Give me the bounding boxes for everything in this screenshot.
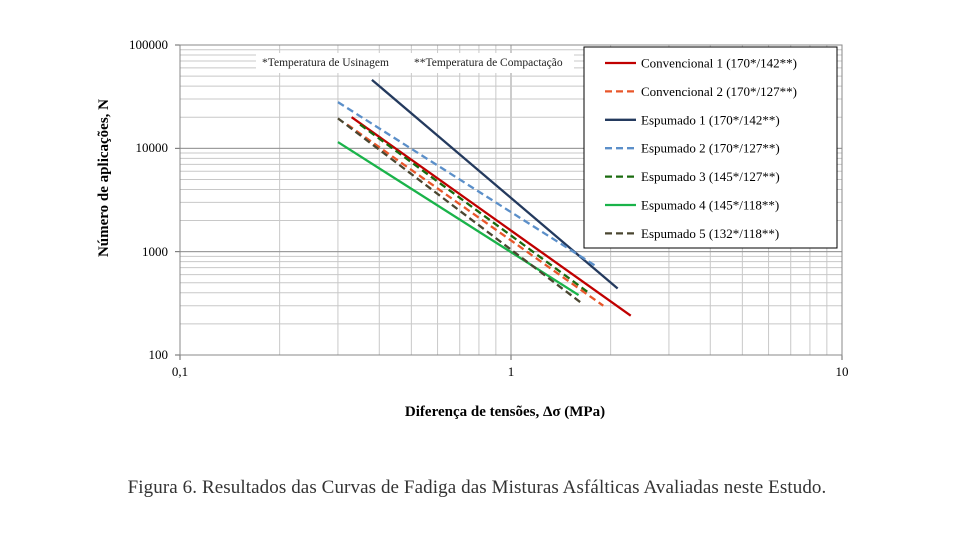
legend-label-4: Espumado 2 (170*/127**) — [641, 141, 780, 156]
figure-caption: Figura 6. Resultados das Curvas de Fadig… — [127, 477, 827, 498]
y-tick-0: 100 — [149, 347, 169, 362]
y-tick-2: 10000 — [136, 140, 169, 155]
series-line-6 — [337, 141, 580, 297]
series-line-5 — [359, 123, 588, 293]
x-tick-1: 1 — [508, 364, 515, 379]
legend-box — [583, 46, 838, 249]
series-line-7 — [337, 117, 584, 306]
note-temperatura-compactacao: **Temperatura de Compactação — [414, 57, 563, 69]
series-line-3 — [371, 78, 619, 290]
legend: Convencional 1 (170*/142**) Convencional … — [583, 46, 838, 249]
axes: 0,1 1 10 100 1000 10000 100000 Diferença… — [96, 37, 849, 420]
fatigue-chart: *Temperatura de Usinagem **Temperatura d… — [96, 37, 849, 420]
x-axis-title: Diferença de tensões, Δσ (MPa) — [405, 404, 605, 420]
plot-area — [179, 44, 843, 356]
legend-label-6: Espumado 4 (145*/118**) — [641, 198, 779, 213]
legend-label-5: Espumado 3 (145*/127**) — [641, 169, 780, 184]
legend-label-7: Espumado 5 (132*/118**) — [641, 226, 779, 241]
note-temperatura-usinagem: *Temperatura de Usinagem — [262, 57, 389, 69]
legend-label-1: Convencional 1 (170*/142**) — [641, 56, 797, 71]
legend-label-3: Espumado 1 (170*/142**) — [641, 112, 780, 127]
series-line-1 — [350, 116, 632, 317]
legend-label-2: Convencional 2 (170*/127**) — [641, 84, 797, 99]
y-tick-3: 100000 — [129, 37, 168, 52]
x-tick-2: 10 — [836, 364, 849, 379]
y-axis-title: Número de aplicações, N — [96, 99, 112, 257]
series-lines — [337, 78, 632, 317]
series-line-4 — [337, 101, 597, 267]
y-tick-1: 1000 — [142, 244, 168, 259]
notes-box: *Temperatura de Usinagem **Temperatura d… — [256, 53, 574, 73]
x-tick-0: 0,1 — [172, 364, 188, 379]
series-line-2 — [346, 123, 604, 307]
